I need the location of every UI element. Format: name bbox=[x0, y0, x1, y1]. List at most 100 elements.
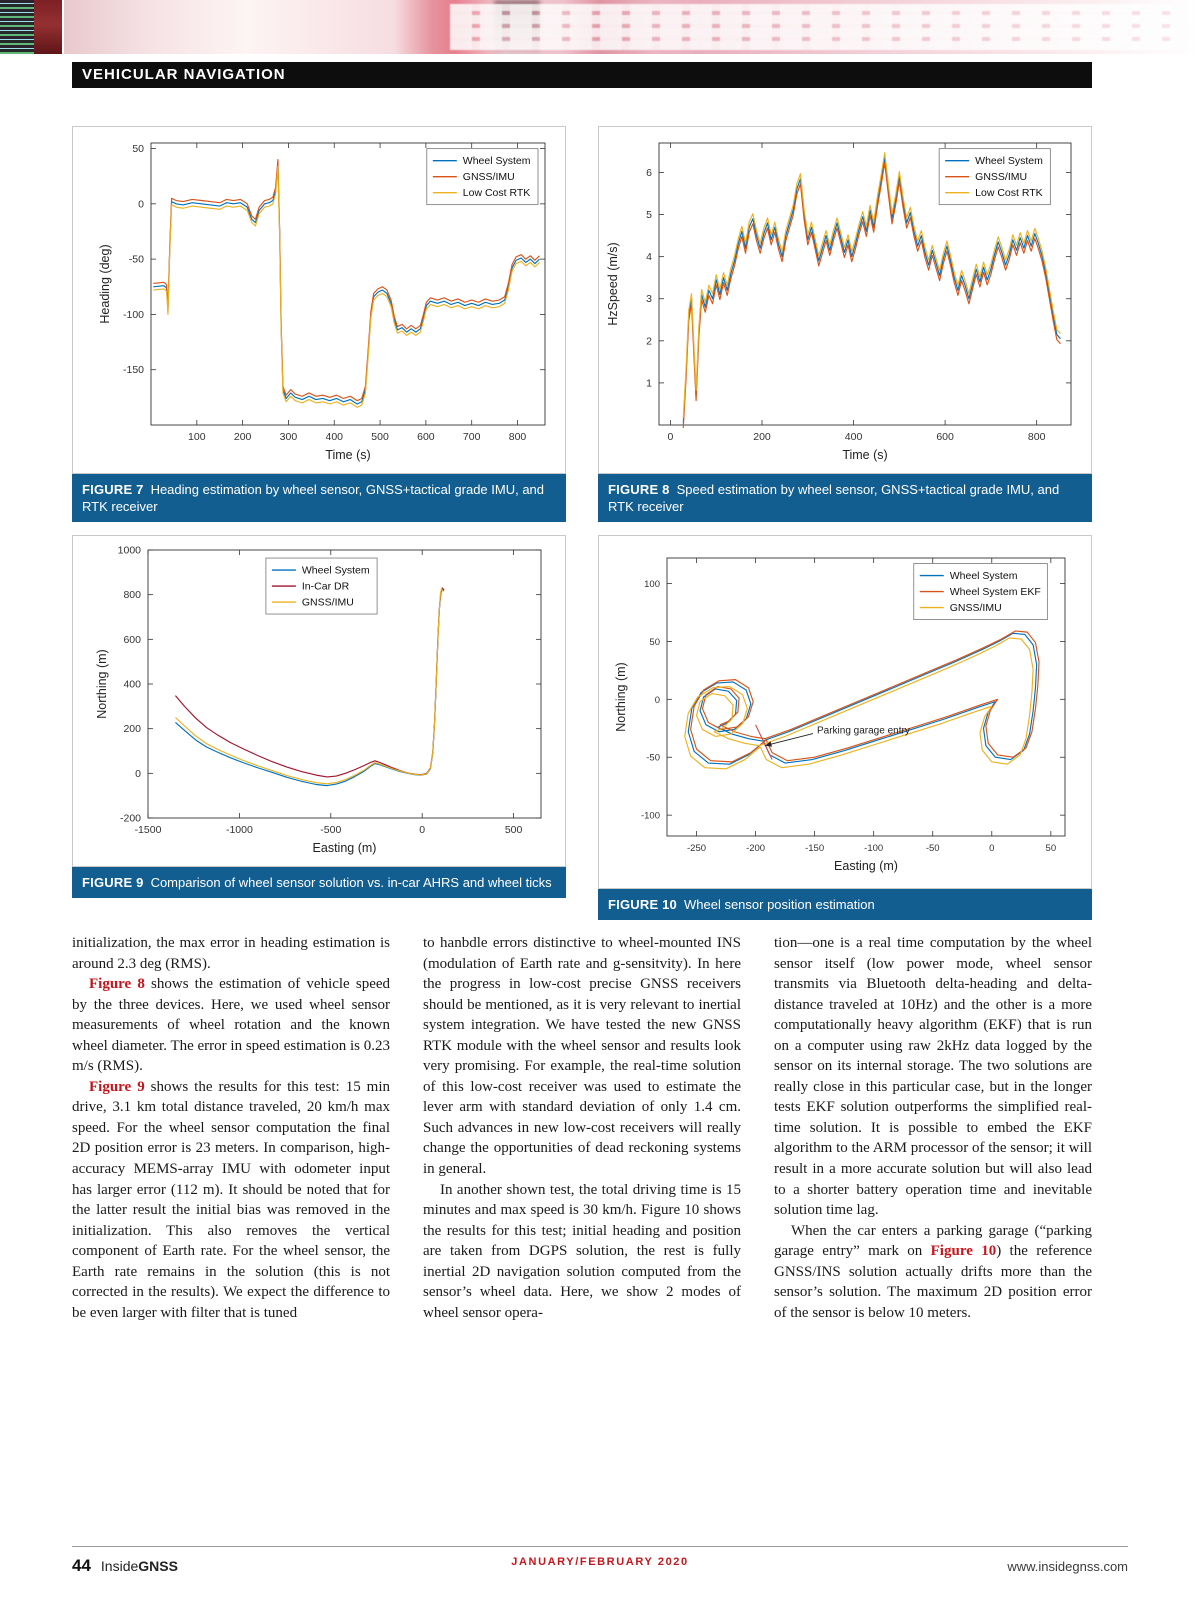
svg-text:700: 700 bbox=[463, 431, 481, 443]
svg-text:50: 50 bbox=[649, 637, 660, 648]
svg-text:Heading (deg): Heading (deg) bbox=[98, 244, 112, 323]
magazine-logo: InsideGNSS bbox=[100, 1558, 178, 1574]
figure-9-chart: -1500 -1000 -500 0 500 -200 0 200 400 600 800 1000 E… bbox=[73, 536, 565, 866]
svg-text:4: 4 bbox=[646, 251, 652, 263]
svg-text:Low Cost RTK: Low Cost RTK bbox=[975, 187, 1043, 199]
svg-text:50: 50 bbox=[1046, 843, 1057, 854]
paragraph: In another shown test, the total driving… bbox=[423, 1181, 741, 1321]
svg-text:Time (s): Time (s) bbox=[842, 448, 887, 462]
figure-8-caption-text: Speed estimation by wheel sensor, GNSS+t… bbox=[608, 482, 1060, 515]
article-column-2: to hanbdle errors distinctive to wheel-m… bbox=[423, 933, 741, 1323]
svg-text:Low Cost RTK: Low Cost RTK bbox=[463, 187, 531, 199]
paragraph: Figure 9 shows the results for this test… bbox=[72, 1078, 390, 1321]
section-title: VEHICULAR NAVIGATION bbox=[82, 66, 286, 83]
figure-9-caption-text: Comparison of wheel sensor solution vs. … bbox=[150, 875, 552, 890]
svg-text:0: 0 bbox=[138, 198, 144, 210]
svg-text:Time (s): Time (s) bbox=[325, 448, 370, 462]
svg-text:200: 200 bbox=[234, 431, 252, 443]
svg-text:5: 5 bbox=[646, 209, 652, 221]
svg-text:500: 500 bbox=[371, 431, 389, 443]
svg-text:0: 0 bbox=[419, 824, 425, 836]
svg-text:400: 400 bbox=[845, 431, 863, 443]
figure-10-caption-text: Wheel sensor position estimation bbox=[683, 897, 875, 912]
svg-text:HzSpeed (m/s): HzSpeed (m/s) bbox=[606, 242, 620, 325]
svg-text:800: 800 bbox=[509, 431, 527, 443]
svg-text:-1500: -1500 bbox=[135, 824, 162, 836]
svg-text:GNSS/IMU: GNSS/IMU bbox=[463, 171, 515, 183]
figure-8-chart: 0 200 400 600 800 1 2 3 4 5 6 Time (s) HzSpeed (m/s)… bbox=[599, 127, 1091, 473]
svg-text:-200: -200 bbox=[746, 843, 765, 854]
svg-text:400: 400 bbox=[325, 431, 343, 443]
svg-text:0: 0 bbox=[135, 768, 141, 780]
banner-red-strip bbox=[34, 0, 62, 54]
article-column-3: tion—one is a real time computation by t… bbox=[774, 933, 1092, 1323]
figure-10-caption: FIGURE 10 Wheel sensor position estimatio… bbox=[598, 889, 1092, 921]
svg-text:600: 600 bbox=[123, 634, 141, 646]
svg-text:3: 3 bbox=[646, 293, 652, 305]
figure-9-caption: FIGURE 9 Comparison of wheel sensor solut… bbox=[72, 867, 566, 899]
svg-text:6: 6 bbox=[646, 167, 652, 179]
svg-text:-500: -500 bbox=[320, 824, 341, 836]
svg-text:800: 800 bbox=[1028, 431, 1046, 443]
svg-text:-50: -50 bbox=[926, 843, 940, 854]
figure-7: 100 200 300 400 500 600 700 800 -150 -100 -50 0 50 Ti… bbox=[72, 126, 566, 523]
svg-text:Northing (m): Northing (m) bbox=[95, 649, 109, 718]
figure-8-caption: FIGURE 8 Speed estimation by wheel sensor… bbox=[598, 474, 1092, 523]
article-column-1: initialization, the max error in heading… bbox=[72, 933, 390, 1323]
svg-text:Easting (m): Easting (m) bbox=[834, 859, 898, 873]
svg-text:-1000: -1000 bbox=[226, 824, 253, 836]
svg-text:GNSS/IMU: GNSS/IMU bbox=[950, 602, 1002, 614]
figure-9: -1500 -1000 -500 0 500 -200 0 200 400 600 800 1000 E… bbox=[72, 535, 566, 899]
figure-8-label: FIGURE 8 bbox=[608, 482, 670, 497]
svg-text:0: 0 bbox=[989, 843, 994, 854]
figure-10: -250 -200 -150 -100 -50 0 50 -100 -50 0 50 100 Easti… bbox=[598, 535, 1092, 921]
svg-text:-250: -250 bbox=[687, 843, 706, 854]
page-number: 44 bbox=[72, 1556, 91, 1575]
footer-rule bbox=[72, 1546, 1128, 1547]
svg-text:200: 200 bbox=[123, 723, 141, 735]
svg-text:300: 300 bbox=[280, 431, 298, 443]
svg-text:Northing (m): Northing (m) bbox=[614, 662, 628, 731]
paragraph: initialization, the max error in heading… bbox=[72, 935, 390, 972]
svg-text:500: 500 bbox=[505, 824, 523, 836]
svg-text:-100: -100 bbox=[864, 843, 883, 854]
svg-text:400: 400 bbox=[123, 679, 141, 691]
figure-7-caption-text: Heading estimation by wheel sensor, GNSS… bbox=[82, 482, 545, 515]
svg-text:200: 200 bbox=[753, 431, 771, 443]
svg-text:Wheel System: Wheel System bbox=[950, 570, 1018, 582]
svg-text:-100: -100 bbox=[123, 309, 144, 321]
svg-text:0: 0 bbox=[668, 431, 674, 443]
issue-date: JANUARY/FEBRUARY 2020 bbox=[511, 1556, 689, 1568]
svg-text:1000: 1000 bbox=[118, 545, 142, 557]
svg-text:Wheel System: Wheel System bbox=[302, 565, 370, 577]
svg-text:-200: -200 bbox=[120, 813, 141, 825]
svg-text:100: 100 bbox=[188, 431, 206, 443]
svg-text:1: 1 bbox=[646, 377, 652, 389]
svg-text:Wheel System: Wheel System bbox=[463, 155, 531, 167]
figure-8: 0 200 400 600 800 1 2 3 4 5 6 Time (s) HzSpeed (m/s)… bbox=[598, 126, 1092, 523]
svg-text:-150: -150 bbox=[805, 843, 824, 854]
svg-text:In-Car DR: In-Car DR bbox=[302, 581, 350, 593]
svg-text:-100: -100 bbox=[641, 811, 660, 822]
figure-10-label: FIGURE 10 bbox=[608, 897, 677, 912]
paragraph: to hanbdle errors distinctive to wheel-m… bbox=[423, 935, 741, 1178]
banner-photo bbox=[64, 0, 1200, 54]
figure-7-label: FIGURE 7 bbox=[82, 482, 144, 497]
svg-text:-50: -50 bbox=[129, 254, 144, 266]
article-body: initialization, the max error in heading… bbox=[72, 933, 1092, 1323]
section-header: VEHICULAR NAVIGATION bbox=[72, 62, 1092, 88]
figure-10-chart: -250 -200 -150 -100 -50 0 50 -100 -50 0 50 100 Easti… bbox=[599, 536, 1091, 888]
paragraph: When the car enters a parking garage (“p… bbox=[774, 1222, 1092, 1321]
figure-9-label: FIGURE 9 bbox=[82, 875, 144, 890]
svg-text:Wheel System EKF: Wheel System EKF bbox=[950, 586, 1041, 598]
footer: 44 InsideGNSS JANUARY/FEBRUARY 2020 www.… bbox=[72, 1556, 1128, 1576]
svg-text:-50: -50 bbox=[646, 753, 660, 764]
paragraph: tion—one is a real time computation by t… bbox=[774, 935, 1092, 1219]
svg-text:50: 50 bbox=[132, 143, 144, 155]
svg-text:Easting (m): Easting (m) bbox=[313, 841, 377, 855]
banner-pixel-strip bbox=[0, 0, 34, 54]
svg-text:GNSS/IMU: GNSS/IMU bbox=[302, 597, 354, 609]
svg-text:800: 800 bbox=[123, 589, 141, 601]
svg-text:600: 600 bbox=[417, 431, 435, 443]
website-url: www.insidegnss.com bbox=[1007, 1559, 1128, 1574]
